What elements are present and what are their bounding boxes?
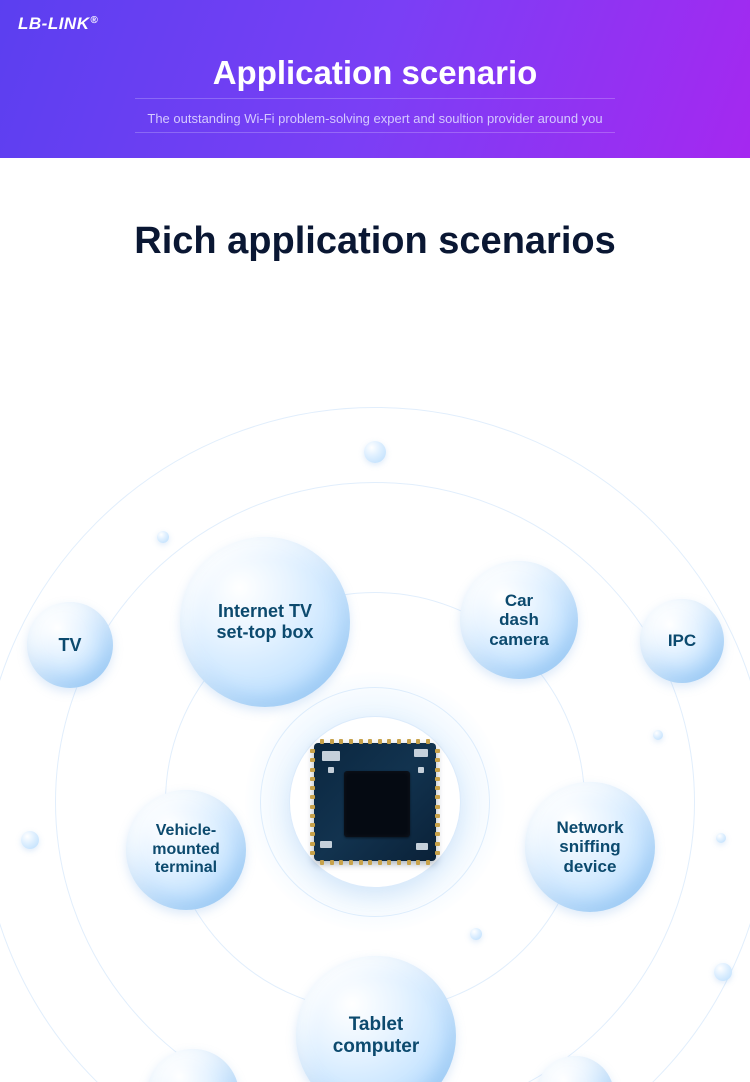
decor-dot (364, 441, 386, 463)
chip-pins (435, 749, 440, 855)
header-subtitle: The outstanding Wi-Fi problem-solving ex… (0, 111, 750, 126)
bubble-label: Vehicle- mounted terminal (144, 822, 228, 877)
bubble-internet-tv: Internet TV set-top box (180, 537, 350, 707)
chip-pin (310, 823, 315, 827)
chip-pin (310, 814, 315, 818)
bubble-car-dash: Car dash camera (460, 561, 578, 679)
decor-dot (21, 831, 39, 849)
chip-die (344, 771, 410, 837)
chip-component (418, 767, 424, 773)
header-banner: LB-LINK® Application scenario The outsta… (0, 0, 750, 158)
chip-pin (359, 739, 363, 744)
chip-pin (310, 832, 315, 836)
chip-pin (349, 739, 353, 744)
chip-pin (407, 860, 411, 865)
decor-dot (157, 531, 169, 543)
chip-pin (397, 739, 401, 744)
bubble-tv: TV (27, 602, 113, 688)
chip-pin (330, 739, 334, 744)
chip-pins (310, 749, 315, 855)
chip-pin (310, 795, 315, 799)
chip-pin (435, 777, 440, 781)
chip-pin (310, 851, 315, 855)
bubble-label: Internet TV set-top box (209, 601, 322, 642)
bubble-network: Network sniffing device (525, 782, 655, 912)
chip-pin (416, 860, 420, 865)
chip-pin (435, 842, 440, 846)
chip-pin (339, 739, 343, 744)
chip-pin (320, 739, 324, 744)
bubble-ipc: IPC (640, 599, 724, 683)
chip-module (290, 717, 460, 887)
chip-pin (310, 768, 315, 772)
chip-pin (397, 860, 401, 865)
chip-pin (310, 805, 315, 809)
brand-logo-text: LB-LINK (18, 14, 89, 33)
bubble-label: Car dash camera (481, 591, 557, 650)
chip-pin (368, 860, 372, 865)
header-title: Application scenario (0, 54, 750, 92)
chip-component (328, 767, 334, 773)
decor-dot (470, 928, 482, 940)
chip-pin (378, 739, 382, 744)
bubble-label: TV (50, 635, 89, 656)
chip-pin (435, 823, 440, 827)
brand-logo: LB-LINK® (18, 14, 98, 34)
chip-pin (387, 860, 391, 865)
header-divider (135, 132, 615, 133)
chip-pin (435, 749, 440, 753)
chip-pin (426, 739, 430, 744)
decor-dot (653, 730, 663, 740)
chip-pin (435, 814, 440, 818)
chip-pin (310, 786, 315, 790)
chip-component (320, 841, 332, 848)
chip-pins (320, 860, 430, 865)
header-divider (135, 98, 615, 99)
brand-logo-mark: ® (90, 15, 98, 26)
chip-pin (310, 749, 315, 753)
chip-pin (310, 777, 315, 781)
chip-pin (320, 860, 324, 865)
chip-pin (435, 832, 440, 836)
chip-component (414, 749, 428, 757)
chip-pin (330, 860, 334, 865)
chip-pin (435, 851, 440, 855)
chip-pin (416, 739, 420, 744)
diagram-stage: Internet TV set-top box Car dash camera TV… (0, 432, 750, 1082)
chip-pin (310, 842, 315, 846)
chip-pin (349, 860, 353, 865)
bubble-label: Tablet computer (325, 1014, 428, 1058)
chip-pin (387, 739, 391, 744)
chip-pin (339, 860, 343, 865)
chip-pin (368, 739, 372, 744)
bubble-label: Network sniffing device (548, 818, 631, 877)
chip-pin (407, 739, 411, 744)
chip-pin (435, 768, 440, 772)
bubble-label: IPC (660, 631, 704, 651)
decor-dot (716, 833, 726, 843)
decor-dot (714, 963, 732, 981)
main-section: Rich application scenarios Internet TV s… (0, 158, 750, 1082)
chip-component (416, 843, 428, 850)
chip-component (322, 751, 340, 761)
chip-board (314, 743, 436, 861)
chip-pin (435, 758, 440, 762)
chip-pins (320, 739, 430, 744)
chip-pin (435, 795, 440, 799)
chip-pin (378, 860, 382, 865)
chip-pin (310, 758, 315, 762)
chip-pin (426, 860, 430, 865)
chip-pin (435, 805, 440, 809)
chip-pin (435, 786, 440, 790)
main-title: Rich application scenarios (0, 220, 750, 263)
chip-pin (359, 860, 363, 865)
bubble-vehicle: Vehicle- mounted terminal (126, 790, 246, 910)
